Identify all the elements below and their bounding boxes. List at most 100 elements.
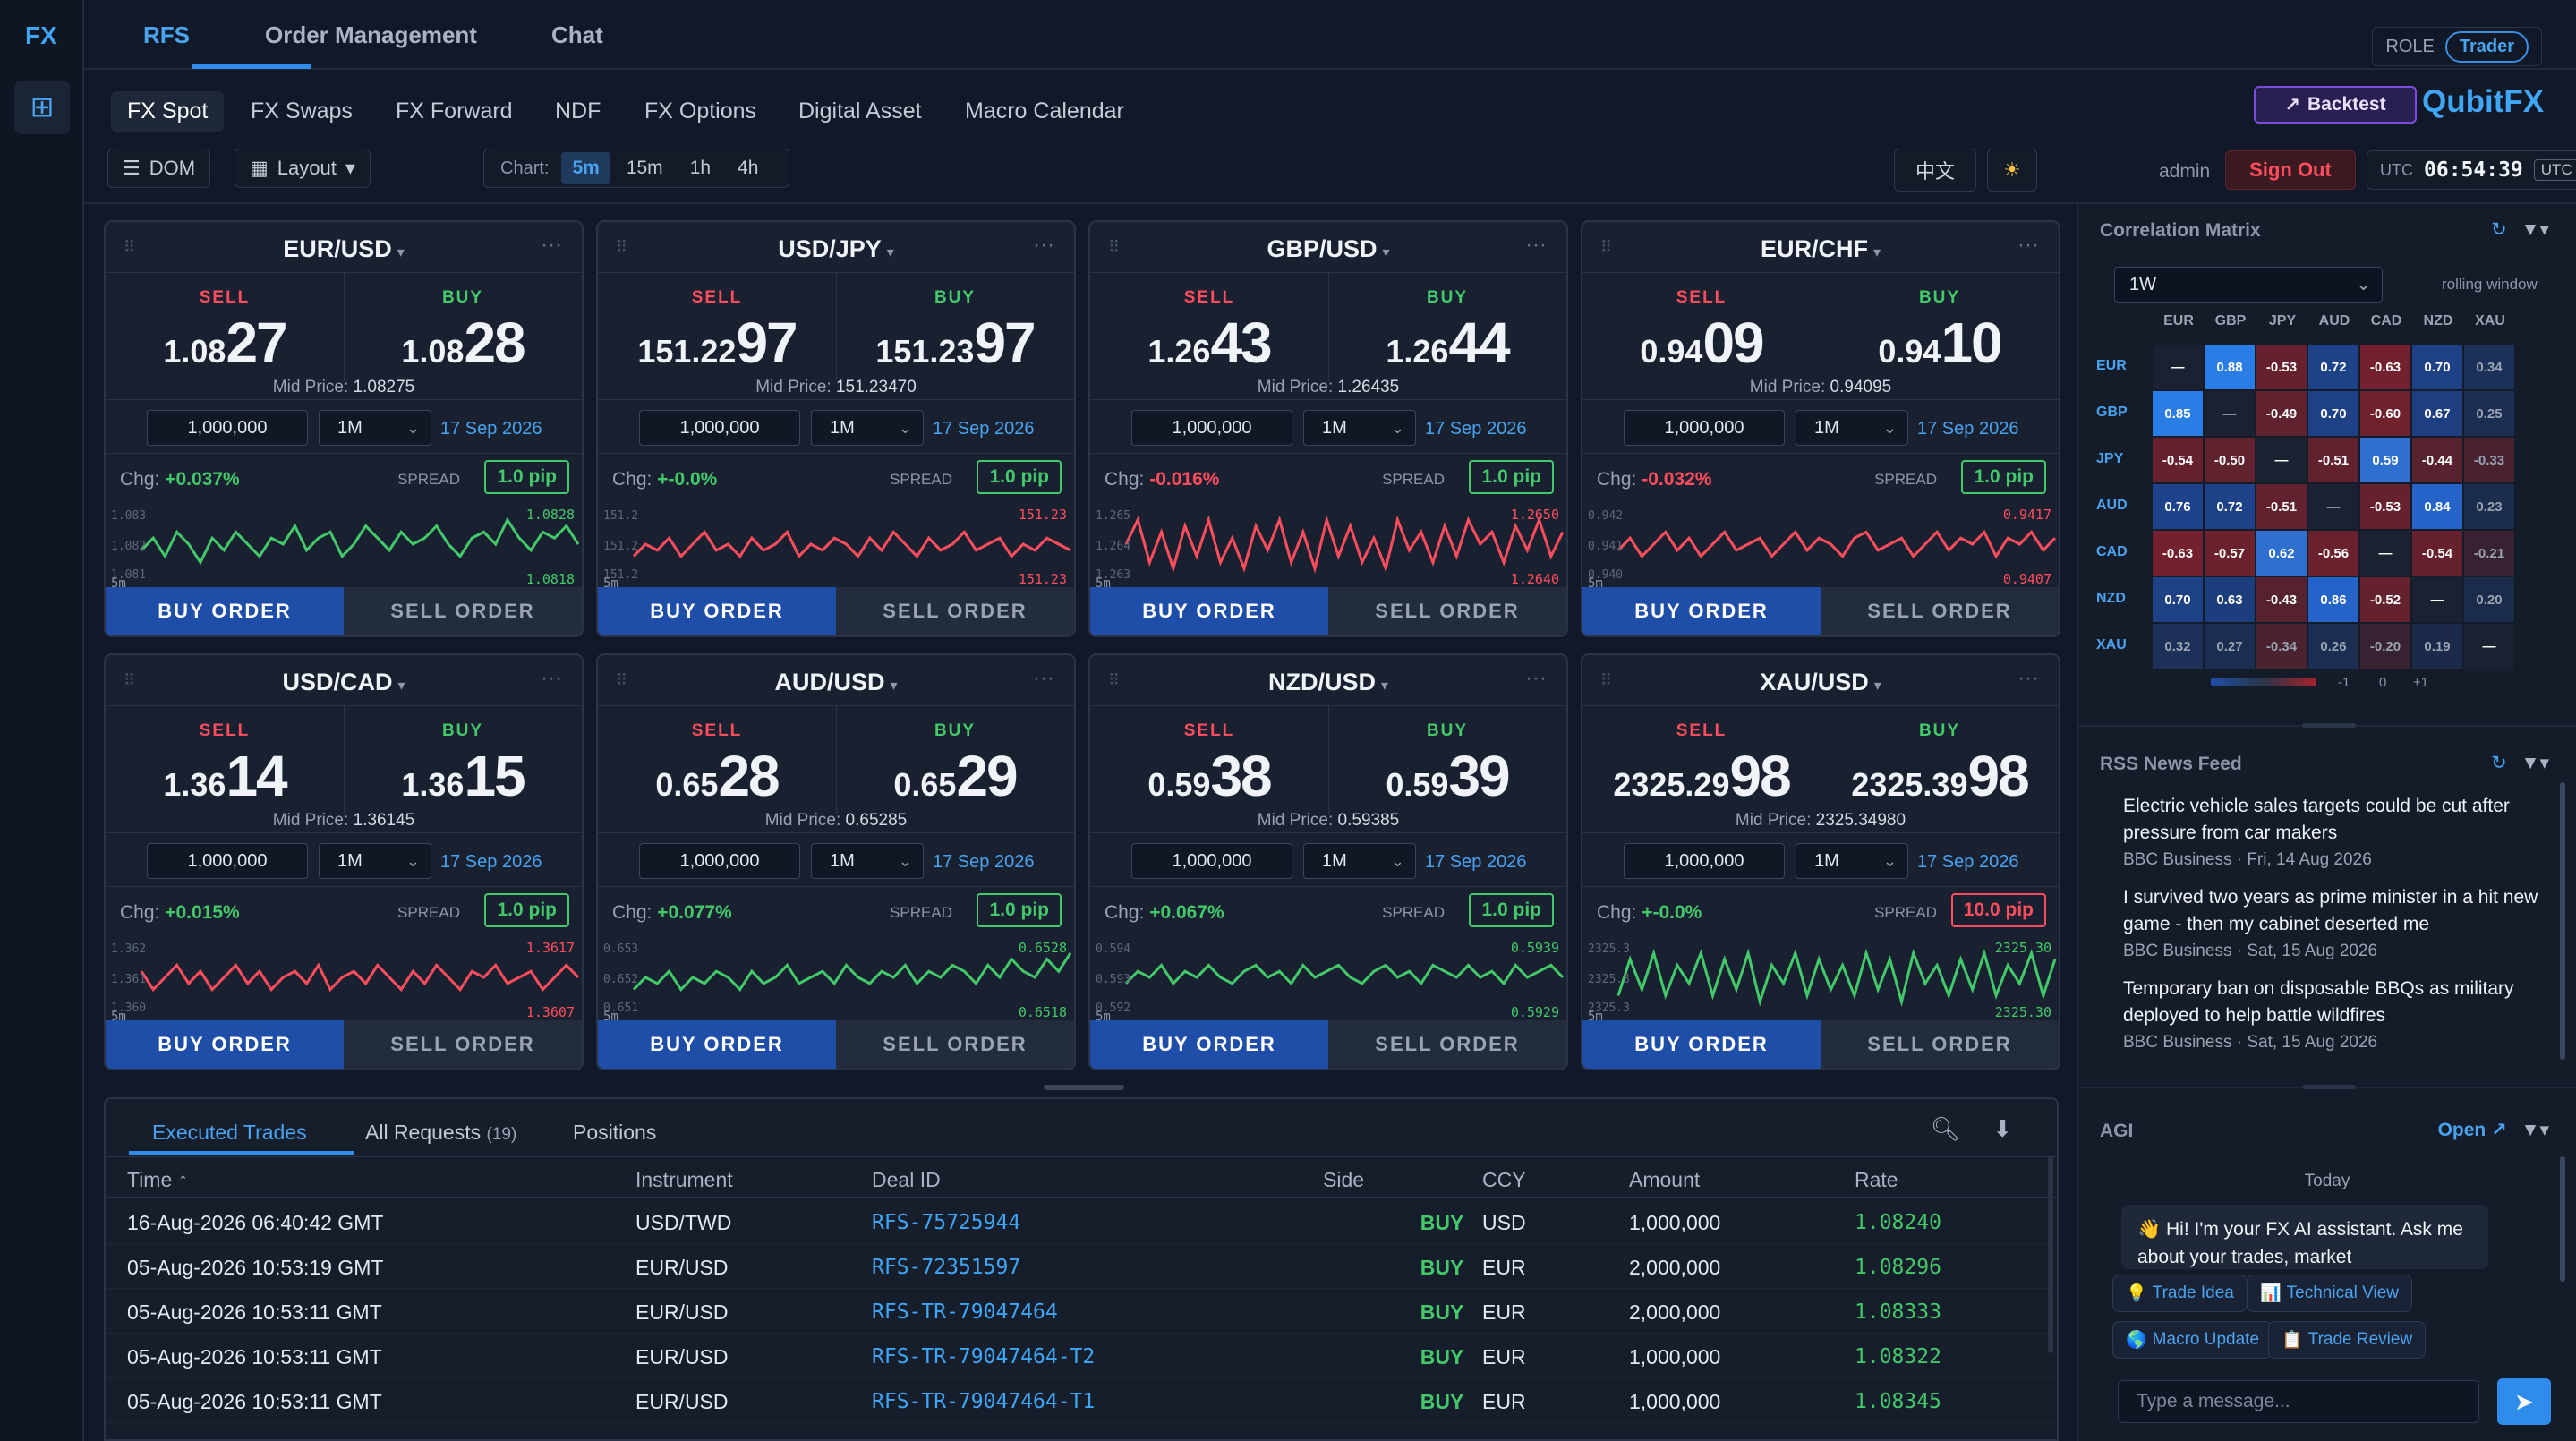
buy-order-button[interactable]: BUY ORDER xyxy=(106,587,344,635)
filter-icon[interactable]: ▼▾ xyxy=(2521,1120,2549,1140)
chip-technical-view[interactable]: 📊 Technical View xyxy=(2247,1275,2412,1312)
timeframe-5m[interactable]: 5m xyxy=(561,152,610,184)
sell-order-button[interactable]: SELL ORDER xyxy=(836,587,1074,635)
more-options-icon[interactable]: ··· xyxy=(2017,666,2039,690)
pair-selector[interactable]: AUD/USD ▾ xyxy=(598,669,1074,696)
sell-order-button[interactable]: SELL ORDER xyxy=(1821,1020,2059,1069)
panel-resize-handle[interactable] xyxy=(1044,1085,1124,1090)
matrix-cell[interactable]: -0.34 xyxy=(2256,624,2307,669)
matrix-cell[interactable]: -0.56 xyxy=(2308,531,2358,576)
more-options-icon[interactable]: ··· xyxy=(541,233,562,257)
matrix-cell[interactable]: 0.25 xyxy=(2464,391,2514,436)
filter-icon[interactable]: ▼▾ xyxy=(2521,753,2549,773)
sell-price-panel[interactable]: SELL 1.3614 xyxy=(106,707,344,809)
table-row[interactable]: 16-Aug-2026 06:40:42 GMT USD/TWD RFS-75725… xyxy=(106,1199,2057,1244)
cell-deal-id[interactable]: RFS-TR-79047464-T1 xyxy=(872,1390,1096,1413)
news-headline[interactable]: Temporary ban on disposable BBQs as mili… xyxy=(2123,978,2514,1026)
sell-price-panel[interactable]: SELL 2325.2998 xyxy=(1582,707,1821,809)
sell-order-button[interactable]: SELL ORDER xyxy=(836,1020,1074,1069)
col-deal-id[interactable]: Deal ID xyxy=(872,1168,941,1191)
value-date[interactable]: 17 Sep 2026 xyxy=(1425,852,1527,872)
matrix-cell[interactable]: -0.21 xyxy=(2464,531,2514,576)
tab-executed-trades[interactable]: Executed Trades xyxy=(152,1121,307,1145)
tenor-select[interactable]: 1M ⌄ xyxy=(1303,843,1416,879)
tab-chat[interactable]: Chat xyxy=(551,21,603,48)
news-item[interactable]: Temporary ban on disposable BBQs as mili… xyxy=(2123,976,2544,1053)
window-select[interactable]: 1W ⌄ xyxy=(2114,267,2383,303)
news-scrollbar[interactable] xyxy=(2560,782,2565,1060)
sun-icon[interactable]: ☀ xyxy=(1987,149,2037,192)
more-options-icon[interactable]: ··· xyxy=(1525,233,1547,257)
drag-handle-icon[interactable]: ⠿ xyxy=(1108,238,1122,256)
sell-price-panel[interactable]: SELL 1.2643 xyxy=(1090,274,1328,376)
col-rate[interactable]: Rate xyxy=(1855,1168,1898,1191)
subtab-ndf[interactable]: NDF xyxy=(555,98,601,124)
matrix-cell[interactable]: -0.54 xyxy=(2153,438,2203,482)
matrix-cell[interactable]: -0.60 xyxy=(2360,391,2410,436)
matrix-cell[interactable]: 0.63 xyxy=(2205,577,2255,622)
refresh-icon[interactable]: ↻ xyxy=(2491,219,2507,240)
table-row[interactable]: 05-Aug-2026 10:53:11 GMT EUR/USD RFS-TR-79… xyxy=(106,1289,2057,1334)
chip-macro-update[interactable]: 🌎 Macro Update xyxy=(2112,1321,2273,1359)
timezone-badge[interactable]: UTC xyxy=(2533,159,2576,181)
timeframe-15m[interactable]: 15m xyxy=(626,158,663,178)
value-date[interactable]: 17 Sep 2026 xyxy=(1425,419,1527,439)
matrix-cell[interactable]: 0.70 xyxy=(2412,345,2462,389)
matrix-cell[interactable]: -0.63 xyxy=(2153,531,2203,576)
pair-selector[interactable]: EUR/USD ▾ xyxy=(106,235,582,263)
amount-input[interactable]: 1,000,000 xyxy=(1131,410,1292,446)
drag-handle-icon[interactable]: ⠿ xyxy=(616,238,630,256)
matrix-cell[interactable]: 0.76 xyxy=(2153,484,2203,529)
matrix-cell[interactable]: 0.32 xyxy=(2153,624,2203,669)
buy-order-button[interactable]: BUY ORDER xyxy=(598,1020,836,1069)
more-options-icon[interactable]: ··· xyxy=(1033,666,1054,690)
grid-icon[interactable]: ⊞ xyxy=(14,81,70,134)
buy-price-panel[interactable]: BUY 1.0828 xyxy=(344,274,582,376)
col-side[interactable]: Side xyxy=(1323,1168,1365,1191)
send-icon[interactable]: ➤ xyxy=(2497,1378,2551,1425)
matrix-cell[interactable]: -0.33 xyxy=(2464,438,2514,482)
matrix-cell[interactable]: -0.51 xyxy=(2308,438,2358,482)
buy-order-button[interactable]: BUY ORDER xyxy=(1582,587,1821,635)
table-scrollbar[interactable] xyxy=(2048,1156,2053,1353)
amount-input[interactable]: 1,000,000 xyxy=(147,410,308,446)
tenor-select[interactable]: 1M ⌄ xyxy=(1796,843,1908,879)
amount-input[interactable]: 1,000,000 xyxy=(1624,843,1785,879)
matrix-cell[interactable]: — xyxy=(2153,345,2203,389)
matrix-cell[interactable]: — xyxy=(2256,438,2307,482)
tenor-select[interactable]: 1M ⌄ xyxy=(1303,410,1416,446)
drag-handle-icon[interactable]: ⠿ xyxy=(1108,671,1122,689)
matrix-cell[interactable]: 0.67 xyxy=(2412,391,2462,436)
matrix-cell[interactable]: 0.27 xyxy=(2205,624,2255,669)
matrix-cell[interactable]: -0.49 xyxy=(2256,391,2307,436)
cell-deal-id[interactable]: RFS-TR-79047464 xyxy=(872,1300,1058,1324)
refresh-icon[interactable]: ↻ xyxy=(2491,753,2507,773)
language-button[interactable]: 中文 xyxy=(1894,149,1976,192)
matrix-cell[interactable]: -0.50 xyxy=(2205,438,2255,482)
matrix-cell[interactable]: -0.43 xyxy=(2256,577,2307,622)
drag-handle-icon[interactable]: ⠿ xyxy=(1600,671,1615,689)
matrix-cell[interactable]: 0.19 xyxy=(2412,624,2462,669)
matrix-cell[interactable]: -0.53 xyxy=(2360,484,2410,529)
table-row[interactable]: 05-Aug-2026 10:53:19 GMT EUR/USD RFS-72351… xyxy=(106,1244,2057,1289)
search-icon[interactable]: 🔍︎ xyxy=(1930,1115,1960,1142)
more-options-icon[interactable]: ··· xyxy=(1525,666,1547,690)
value-date[interactable]: 17 Sep 2026 xyxy=(1917,419,2019,439)
pair-selector[interactable]: NZD/USD ▾ xyxy=(1090,669,1566,696)
subtab-digital-asset[interactable]: Digital Asset xyxy=(798,98,922,124)
sell-order-button[interactable]: SELL ORDER xyxy=(344,1020,582,1069)
matrix-cell[interactable]: -0.57 xyxy=(2205,531,2255,576)
chip-trade-review[interactable]: 📋 Trade Review xyxy=(2268,1321,2427,1359)
matrix-cell[interactable]: — xyxy=(2412,577,2462,622)
chip-trade-idea[interactable]: 💡 Trade Idea xyxy=(2112,1275,2248,1312)
pair-selector[interactable]: XAU/USD ▾ xyxy=(1582,669,2059,696)
amount-input[interactable]: 1,000,000 xyxy=(639,410,800,446)
sell-price-panel[interactable]: SELL 1.0827 xyxy=(106,274,344,376)
table-row[interactable]: 05-Aug-2026 10:53:11 GMT EUR/USD RFS-TR-79… xyxy=(106,1378,2057,1423)
divider-grip[interactable] xyxy=(2302,723,2356,728)
sell-price-panel[interactable]: SELL 0.5938 xyxy=(1090,707,1328,809)
buy-order-button[interactable]: BUY ORDER xyxy=(598,587,836,635)
panel-divider[interactable] xyxy=(2078,1085,2576,1089)
filter-icon[interactable]: ▼▾ xyxy=(2521,219,2549,240)
matrix-cell[interactable]: — xyxy=(2464,624,2514,669)
